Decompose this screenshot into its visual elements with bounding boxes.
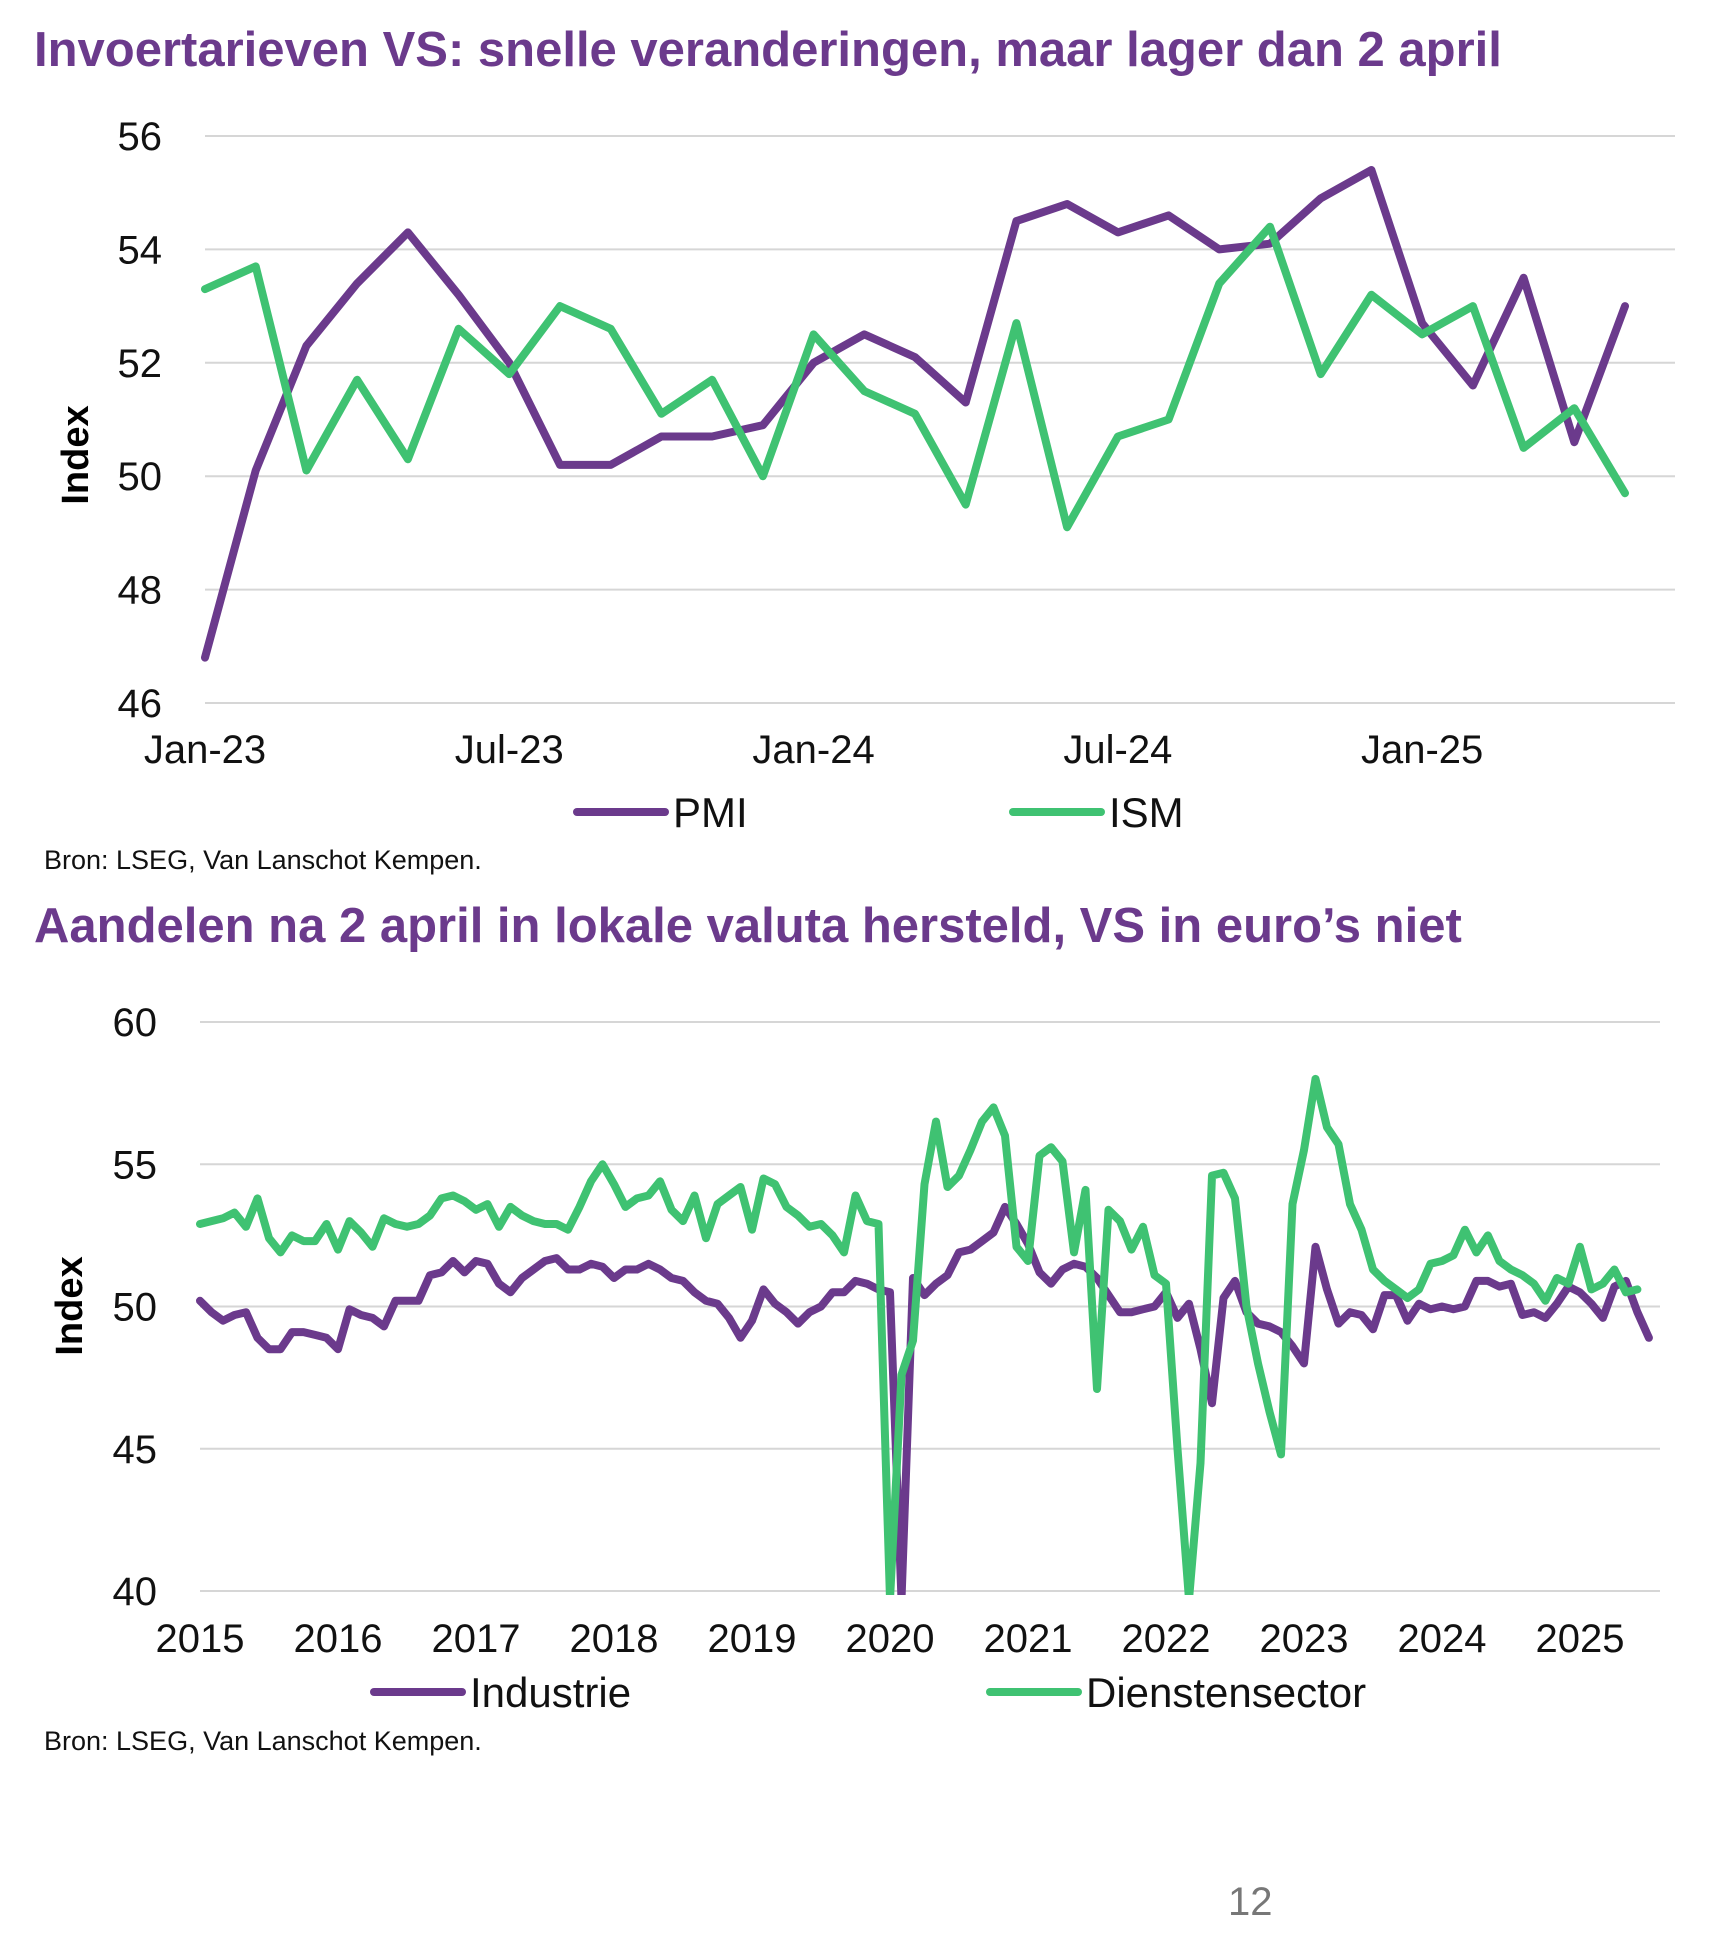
- chart2-title: Aandelen na 2 april in lokale valuta her…: [34, 899, 1462, 953]
- x-tick-label: 2018: [570, 1617, 659, 1661]
- legend-industrie-label: Industrie: [470, 1669, 631, 1716]
- y-tick-label: 54: [118, 228, 163, 272]
- x-tick-label: 2022: [1122, 1617, 1211, 1661]
- chart2-legend: Industrie Dienstensector: [370, 1669, 1366, 1716]
- series-line-dienstensector: [196, 1074, 1642, 1595]
- y-tick-label: 50: [113, 1286, 158, 1330]
- chart1-x-ticks: Jan-23 Jul-23 Jan-24 Jul-24 Jan-25: [144, 728, 1483, 772]
- legend-dienstensector-label: Dienstensector: [1086, 1669, 1366, 1716]
- x-tick-label: 2025: [1536, 1617, 1625, 1661]
- x-tick-label: 2020: [846, 1617, 935, 1661]
- chart1-source: Bron: LSEG, Van Lanschot Kempen.: [44, 845, 482, 875]
- chart1-gridlines: [205, 135, 1675, 704]
- x-tick-label: Jan-24: [752, 728, 874, 772]
- legend-pmi-label: PMI: [673, 789, 748, 836]
- chart1-y-ticks: 46 48 50 52 54 56: [118, 115, 163, 726]
- x-tick-label: Jul-24: [1063, 728, 1172, 772]
- chart1-legend: PMI ISM: [573, 789, 1184, 836]
- chart2-y-ticks: 40 45 50 55 60: [113, 1001, 158, 1614]
- y-tick-label: 40: [113, 1570, 158, 1614]
- series-line-pmi: [201, 166, 1629, 662]
- y-tick-label: 46: [118, 682, 163, 726]
- x-tick-label: 2024: [1398, 1617, 1487, 1661]
- series-line-industrie: [196, 1202, 1653, 1595]
- y-tick-label: 50: [118, 455, 163, 499]
- x-tick-label: Jan-25: [1361, 728, 1483, 772]
- x-tick-label: 2019: [708, 1617, 797, 1661]
- y-tick-label: 55: [113, 1143, 158, 1187]
- series-line-ism: [201, 222, 1629, 532]
- x-tick-label: Jul-23: [455, 728, 564, 772]
- chart2-series: [196, 1074, 1653, 1595]
- x-tick-label: 2016: [294, 1617, 383, 1661]
- x-tick-label: 2015: [156, 1617, 245, 1661]
- x-tick-label: 2021: [984, 1617, 1073, 1661]
- chart1-series: [201, 166, 1629, 662]
- page-number: 12: [1228, 1880, 1273, 1924]
- y-tick-label: 60: [113, 1001, 158, 1045]
- y-tick-label: 52: [118, 342, 163, 386]
- chart1-y-axis-label: Index: [55, 405, 97, 504]
- y-tick-label: 48: [118, 569, 163, 613]
- y-tick-label: 56: [118, 115, 163, 159]
- chart2-x-ticks: 2015 2016 2017 2018 2019 2020 2021 2022 2023 2024…: [156, 1617, 1625, 1661]
- y-tick-label: 45: [113, 1428, 158, 1472]
- x-tick-label: Jan-23: [144, 728, 266, 772]
- chart2-y-axis-label: Index: [49, 1256, 91, 1355]
- x-tick-label: 2023: [1260, 1617, 1349, 1661]
- legend-ism-label: ISM: [1109, 789, 1184, 836]
- chart2-source: Bron: LSEG, Van Lanschot Kempen.: [44, 1726, 482, 1756]
- chart1-title: Invoertarieven VS: snelle veranderingen,…: [34, 23, 1502, 77]
- x-tick-label: 2017: [432, 1617, 521, 1661]
